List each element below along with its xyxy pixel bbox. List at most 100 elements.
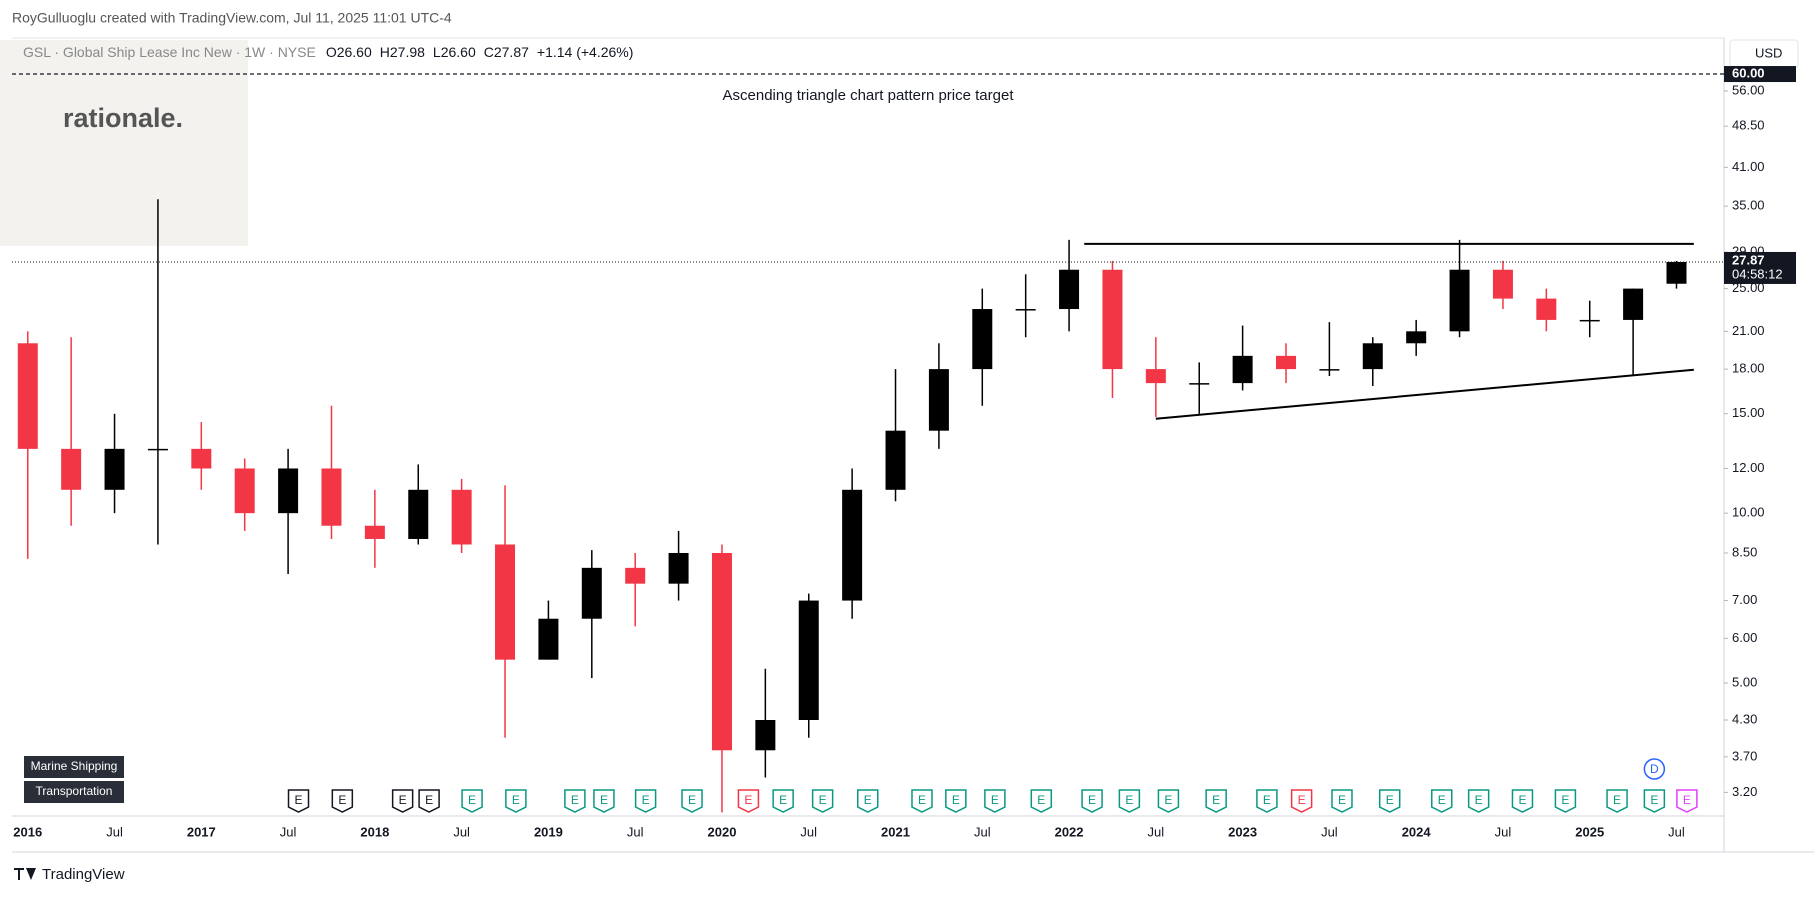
candle-body bbox=[1145, 369, 1166, 384]
tag-box bbox=[24, 756, 124, 778]
event-label: E bbox=[918, 793, 926, 807]
y-tick-label: 4.30 bbox=[1732, 711, 1757, 726]
y-tick-label: 21.00 bbox=[1732, 323, 1765, 338]
event-badge bbox=[737, 789, 760, 813]
event-badge bbox=[1118, 789, 1141, 813]
event-marker: E bbox=[1511, 789, 1534, 813]
event-badge bbox=[634, 789, 657, 813]
candle-body bbox=[1232, 355, 1253, 384]
candle-body bbox=[581, 567, 602, 619]
target-text: Ascending triangle chart pattern price t… bbox=[723, 87, 1015, 104]
x-tick-label: Jul bbox=[1495, 824, 1512, 839]
event-marker: E bbox=[1554, 789, 1577, 813]
event-label: E bbox=[468, 793, 476, 807]
candle-body bbox=[408, 489, 429, 539]
event-badge bbox=[1378, 789, 1401, 813]
candle-body bbox=[1579, 319, 1600, 322]
event-label: E bbox=[512, 793, 520, 807]
event-badge bbox=[811, 789, 834, 813]
x-tick-label: Jul bbox=[1668, 824, 1685, 839]
candle-body bbox=[1015, 309, 1036, 311]
event-marker: E bbox=[1205, 789, 1227, 813]
event-marker: E bbox=[461, 789, 483, 813]
y-tick-label: 12.00 bbox=[1732, 460, 1765, 475]
x-tick-label: Jul bbox=[280, 824, 297, 839]
candle-body bbox=[364, 525, 385, 539]
event-badge bbox=[1643, 789, 1666, 813]
event-label: E bbox=[952, 793, 960, 807]
event-badge bbox=[911, 789, 933, 813]
event-label: E bbox=[1037, 793, 1045, 807]
ohlc-high: H27.98 bbox=[380, 44, 425, 60]
candle-body bbox=[668, 552, 689, 584]
event-badge bbox=[564, 789, 586, 813]
event-badge bbox=[1431, 789, 1453, 813]
event-badge bbox=[1467, 789, 1490, 813]
event-label: E bbox=[1338, 793, 1346, 807]
y-tick-label: 6.00 bbox=[1732, 630, 1757, 645]
event-marker: E bbox=[1643, 789, 1666, 813]
y-tick-label: 10.00 bbox=[1732, 505, 1765, 520]
event-badge bbox=[681, 789, 703, 813]
event-badge bbox=[287, 789, 310, 813]
candle-body bbox=[1492, 269, 1513, 299]
event-marker: E bbox=[331, 789, 354, 813]
candle-body bbox=[1536, 298, 1557, 320]
event-label: E bbox=[1438, 793, 1446, 807]
event-badge bbox=[1290, 789, 1313, 813]
x-tick-label: Jul bbox=[453, 824, 470, 839]
x-tick-label: Jul bbox=[1148, 824, 1165, 839]
event-badge bbox=[1205, 789, 1227, 813]
event-badge bbox=[984, 789, 1006, 813]
candle-body bbox=[278, 468, 299, 514]
tag: Transportation bbox=[36, 784, 113, 798]
candle-body bbox=[1319, 369, 1340, 371]
event-badge bbox=[593, 789, 615, 813]
symbol: GSL · Global Ship Lease Inc New · 1W · N… bbox=[23, 44, 316, 60]
x-tick-label: Jul bbox=[800, 824, 817, 839]
event-badge bbox=[1030, 789, 1053, 813]
event-label: E bbox=[425, 793, 433, 807]
candle-body bbox=[928, 369, 949, 431]
y-tick-label: 3.70 bbox=[1732, 748, 1757, 763]
target-price-label: 60.00 bbox=[1732, 65, 1765, 80]
candle-body bbox=[1623, 288, 1644, 320]
last-price-box bbox=[1724, 251, 1796, 284]
event-marker: E bbox=[1606, 789, 1628, 813]
event-badge bbox=[857, 789, 879, 813]
candle-body bbox=[625, 567, 646, 584]
event-marker: E bbox=[1118, 789, 1141, 813]
event-badge bbox=[1157, 789, 1180, 813]
event-label: E bbox=[779, 793, 787, 807]
event-badge bbox=[772, 789, 794, 813]
event-marker: E bbox=[811, 789, 834, 813]
event-badge bbox=[1511, 789, 1534, 813]
event-label: E bbox=[744, 793, 752, 807]
event-marker: E bbox=[391, 789, 414, 813]
x-tick-label: 2017 bbox=[187, 824, 216, 839]
x-tick-label: 2024 bbox=[1402, 824, 1432, 839]
event-marker: E bbox=[1290, 789, 1313, 813]
event-marker: E bbox=[1378, 789, 1401, 813]
candle-body bbox=[61, 448, 82, 490]
event-marker: E bbox=[1467, 789, 1490, 813]
event-label: E bbox=[1386, 793, 1394, 807]
event-label: E bbox=[1683, 793, 1691, 807]
y-tick-label: 5.00 bbox=[1732, 674, 1757, 689]
event-label: E bbox=[600, 793, 608, 807]
event-label: E bbox=[1518, 793, 1526, 807]
event-marker: E bbox=[945, 789, 967, 813]
event-badge bbox=[505, 789, 527, 813]
candle-body bbox=[321, 468, 342, 526]
event-badge bbox=[1643, 758, 1666, 780]
ohlc-change: +1.14 (+4.26%) bbox=[537, 44, 634, 60]
candle-body bbox=[1406, 331, 1427, 344]
currency[interactable]: USD bbox=[1755, 45, 1782, 60]
event-label: E bbox=[294, 793, 302, 807]
y-tick-label: 56.00 bbox=[1732, 82, 1765, 97]
candle-body bbox=[885, 430, 906, 490]
event-marker: E bbox=[911, 789, 933, 813]
event-marker: E bbox=[1676, 789, 1698, 813]
event-marker: E bbox=[737, 789, 760, 813]
